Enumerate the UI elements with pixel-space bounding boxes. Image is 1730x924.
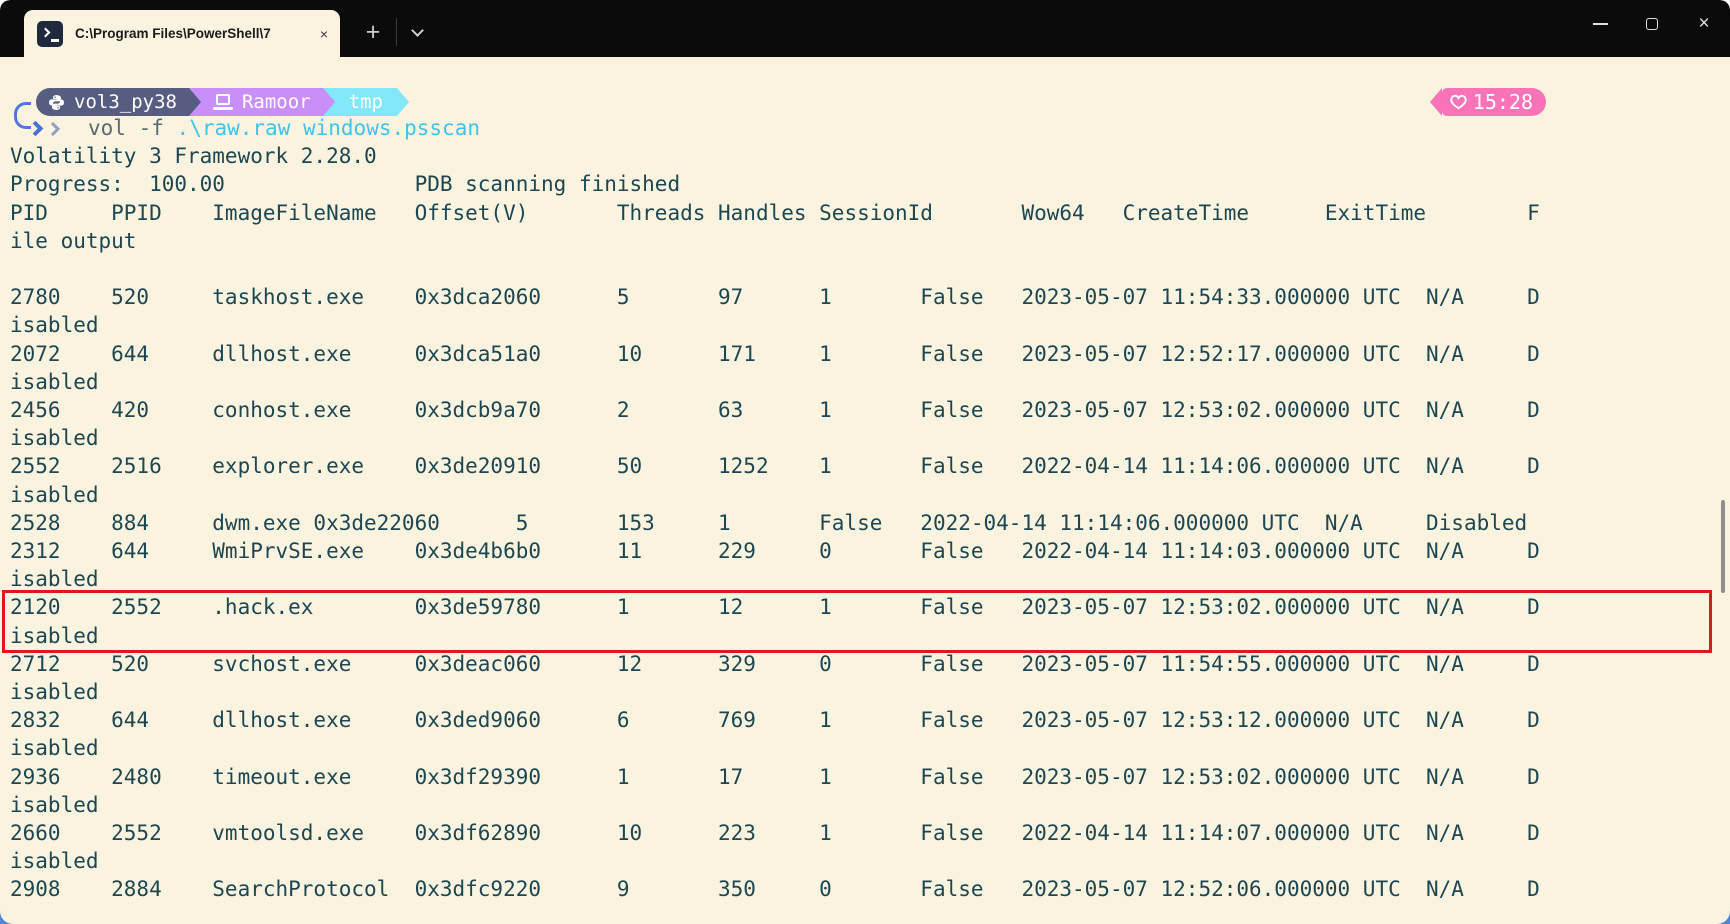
process-row-line: isabled — [10, 369, 99, 394]
process-row-line: isabled — [10, 313, 99, 338]
terminal-pane[interactable]: vol3_py38 Ramoor tmp 15:28 vol -f .\raw.… — [0, 57, 1730, 924]
window-controls: × — [1574, 0, 1730, 48]
segment-arrow-icon — [322, 88, 335, 116]
process-row-line: 2456 420 conhost.exe 0x3dcb9a70 2 63 1 F… — [10, 398, 1540, 423]
process-row-line: 2660 2552 vmtoolsd.exe 0x3df62890 10 223… — [10, 821, 1540, 846]
tab-powershell[interactable]: C:\Program Files\PowerShell\7 × — [24, 10, 340, 57]
process-row-line: 2832 644 dllhost.exe 0x3ded9060 6 769 1 … — [10, 708, 1540, 733]
command-args: .\raw.raw windows.psscan — [176, 116, 480, 140]
prompt-row: vol3_py38 Ramoor tmp — [36, 88, 409, 116]
process-row-line: isabled — [10, 482, 99, 507]
progress-line: Progress: 100.00 PDB scanning finished — [10, 172, 681, 197]
process-row-line: 2908 2884 SearchProtocol 0x3dfc9220 9 35… — [10, 877, 1540, 902]
tab-title: C:\Program Files\PowerShell\7 — [75, 26, 271, 41]
prompt-segment-host: Ramoor — [188, 88, 335, 116]
process-row-line: 2712 520 svchost.exe 0x3deac060 12 329 0… — [10, 651, 1540, 676]
segment-arrow-icon — [396, 88, 409, 116]
maximize-button[interactable] — [1626, 0, 1678, 48]
blank-line — [10, 255, 1730, 283]
table-header-line2: ile output — [10, 228, 137, 253]
prompt-host-label: Ramoor — [241, 91, 311, 113]
command-program: vol — [88, 116, 126, 140]
table-header-line1: PID PPID ImageFileName Offset(V) Threads… — [10, 200, 1540, 225]
process-row-line: isabled — [10, 623, 99, 648]
python-icon — [48, 94, 65, 111]
clock-time: 15:28 — [1472, 90, 1533, 114]
titlebar: C:\Program Files\PowerShell\7 × + × — [0, 0, 1730, 57]
prompt-path-label: tmp — [348, 91, 383, 113]
maximize-icon — [1646, 18, 1658, 30]
segment-arrow-icon — [188, 88, 201, 116]
prompt-segment-env: vol3_py38 — [36, 88, 201, 116]
prompt-env-label: vol3_py38 — [74, 91, 177, 113]
minimize-icon — [1592, 23, 1608, 25]
process-row-line: isabled — [10, 426, 99, 451]
prompt-segment-path: tmp — [322, 88, 409, 116]
window-corner — [1717, 911, 1730, 924]
new-tab-button[interactable]: + — [365, 17, 381, 46]
command-line: vol -f .\raw.raw windows.psscan — [10, 114, 1730, 142]
process-row-line: 2780 520 taskhost.exe 0x3dca2060 5 97 1 … — [10, 285, 1540, 310]
prompt-connector — [14, 102, 31, 129]
process-row-line: isabled — [10, 680, 99, 705]
process-row-line: 2552 2516 explorer.exe 0x3de20910 50 125… — [10, 454, 1540, 479]
window-corner — [0, 911, 13, 924]
terminal-output: vol -f .\raw.raw windows.psscan Volatili… — [2, 114, 1730, 904]
version-line: Volatility 3 Framework 2.28.0 — [10, 144, 377, 169]
process-row-line: 2072 644 dllhost.exe 0x3dca51a0 10 171 1… — [10, 341, 1540, 366]
process-row-line: isabled — [10, 849, 99, 874]
process-row-line: 2312 644 WmiPrvSE.exe 0x3de4b6b0 11 229 … — [10, 539, 1540, 564]
process-row-line: isabled — [10, 736, 99, 761]
heart-icon — [1450, 94, 1467, 110]
powershell-icon — [37, 20, 63, 47]
process-row-line: 2528 884 dwm.exe 0x3de22060 5 153 1 Fals… — [10, 510, 1528, 535]
process-row-line: isabled — [10, 567, 99, 592]
process-row-line: 2936 2480 timeout.exe 0x3df29390 1 17 1 … — [10, 764, 1540, 789]
process-row-line: isabled — [10, 792, 99, 817]
clock-badge: 15:28 — [1429, 88, 1546, 116]
process-row-line: 2120 2552 .hack.ex 0x3de59780 1 12 1 Fal… — [10, 595, 1540, 620]
laptop-icon — [212, 94, 233, 110]
tab-close-icon[interactable]: × — [319, 25, 328, 42]
highlight-box: 2120 2552 .hack.ex 0x3de59780 1 12 1 Fal… — [2, 590, 1712, 653]
command-flag: -f — [138, 116, 164, 140]
scrollbar-thumb[interactable] — [1721, 500, 1725, 593]
close-button[interactable]: × — [1698, 13, 1710, 34]
minimize-button[interactable] — [1574, 0, 1626, 48]
chevron-down-icon — [411, 23, 424, 37]
tab-dropdown-button[interactable] — [396, 18, 438, 46]
process-table: 2780 520 taskhost.exe 0x3dca2060 5 97 1 … — [2, 283, 1730, 903]
